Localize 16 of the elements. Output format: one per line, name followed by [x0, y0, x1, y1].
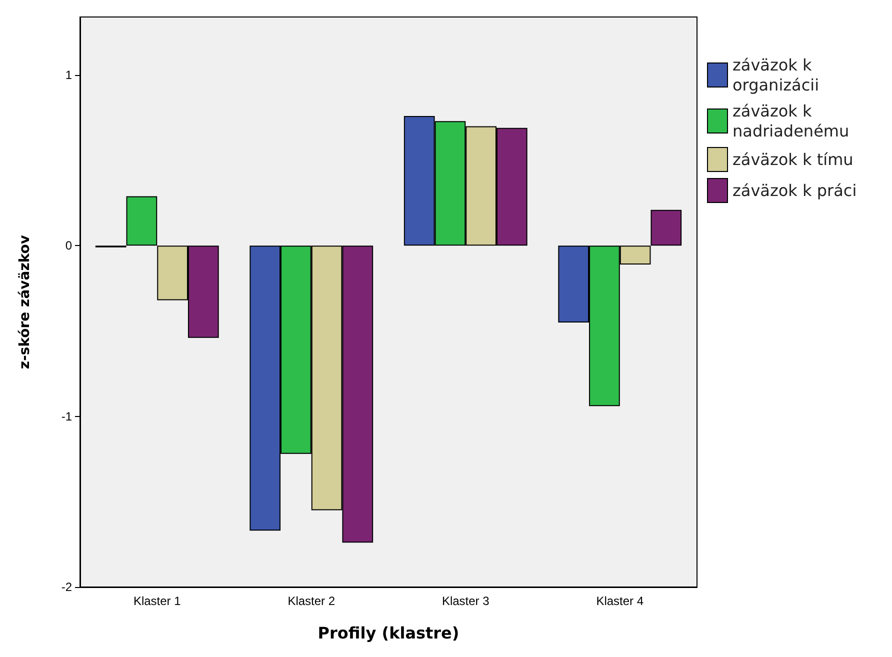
- x-axis-title: Profily (klastre): [318, 624, 460, 642]
- bar: [650, 210, 682, 246]
- legend-label: záväzok k organizácii: [732, 56, 820, 94]
- legend-label: záväzok k tímu: [732, 150, 854, 169]
- x-tick-label: Klaster 2: [288, 594, 336, 608]
- legend-label: záväzok k nadriadenému: [732, 102, 850, 140]
- y-tick-label: -1: [61, 409, 72, 424]
- y-tick-label: 1: [65, 68, 72, 82]
- legend-label: záväzok k práci: [732, 181, 857, 200]
- x-tick-label: Klaster 4: [596, 594, 644, 608]
- y-tick-label: -2: [61, 580, 72, 594]
- x-tick-label: Klaster 3: [442, 594, 490, 608]
- y-tick-label: 0: [65, 238, 72, 253]
- x-tick-label: Klaster 1: [133, 594, 182, 608]
- y-axis-title: z-skóre záväzkov: [17, 234, 33, 370]
- bar: [126, 196, 158, 246]
